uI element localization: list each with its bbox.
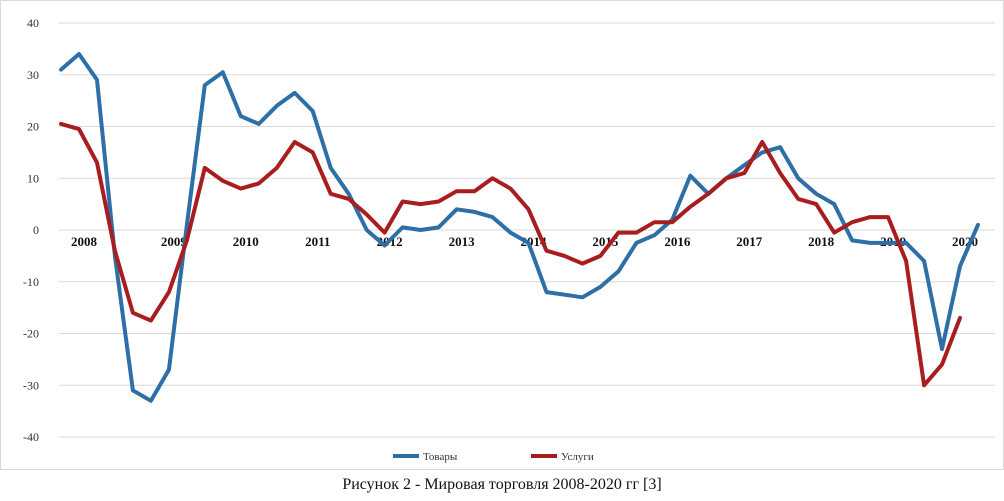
year-label: 2013 [449,234,476,249]
legend-label: Услуги [561,451,594,463]
y-tick-label: 30 [27,68,39,82]
series-lines [59,52,980,403]
legend-label: Товары [423,451,458,463]
y-tick-label: -20 [23,327,39,341]
y-tick-label: -40 [23,430,39,444]
year-label: 2011 [305,234,330,249]
figure-caption: Рисунок 2 - Мировая торговля 2008-2020 г… [342,476,662,493]
year-label: 2016 [664,234,691,249]
chart-frame: 40 30 20 10 0 -10 -20 -30 -40 2008 2009 2010 2011 20… [0,0,1004,470]
y-tick-label: -10 [23,275,39,289]
y-axis-tick-labels: 40 30 20 10 0 -10 -20 -30 -40 [23,16,39,444]
legend: Товары Услуги [393,451,594,463]
grid-lines [59,22,995,438]
series-line-goods [59,52,980,403]
year-label: 2017 [736,234,763,249]
year-label: 2018 [808,234,835,249]
y-tick-label: 40 [27,16,39,30]
y-tick-label: -30 [23,378,39,392]
year-label: 2009 [161,234,188,249]
series-line-services [59,121,962,388]
y-tick-label: 0 [33,223,39,237]
y-tick-label: 10 [27,171,39,185]
year-label: 2008 [71,234,98,249]
y-tick-label: 20 [27,120,39,134]
year-label: 2010 [233,234,259,249]
